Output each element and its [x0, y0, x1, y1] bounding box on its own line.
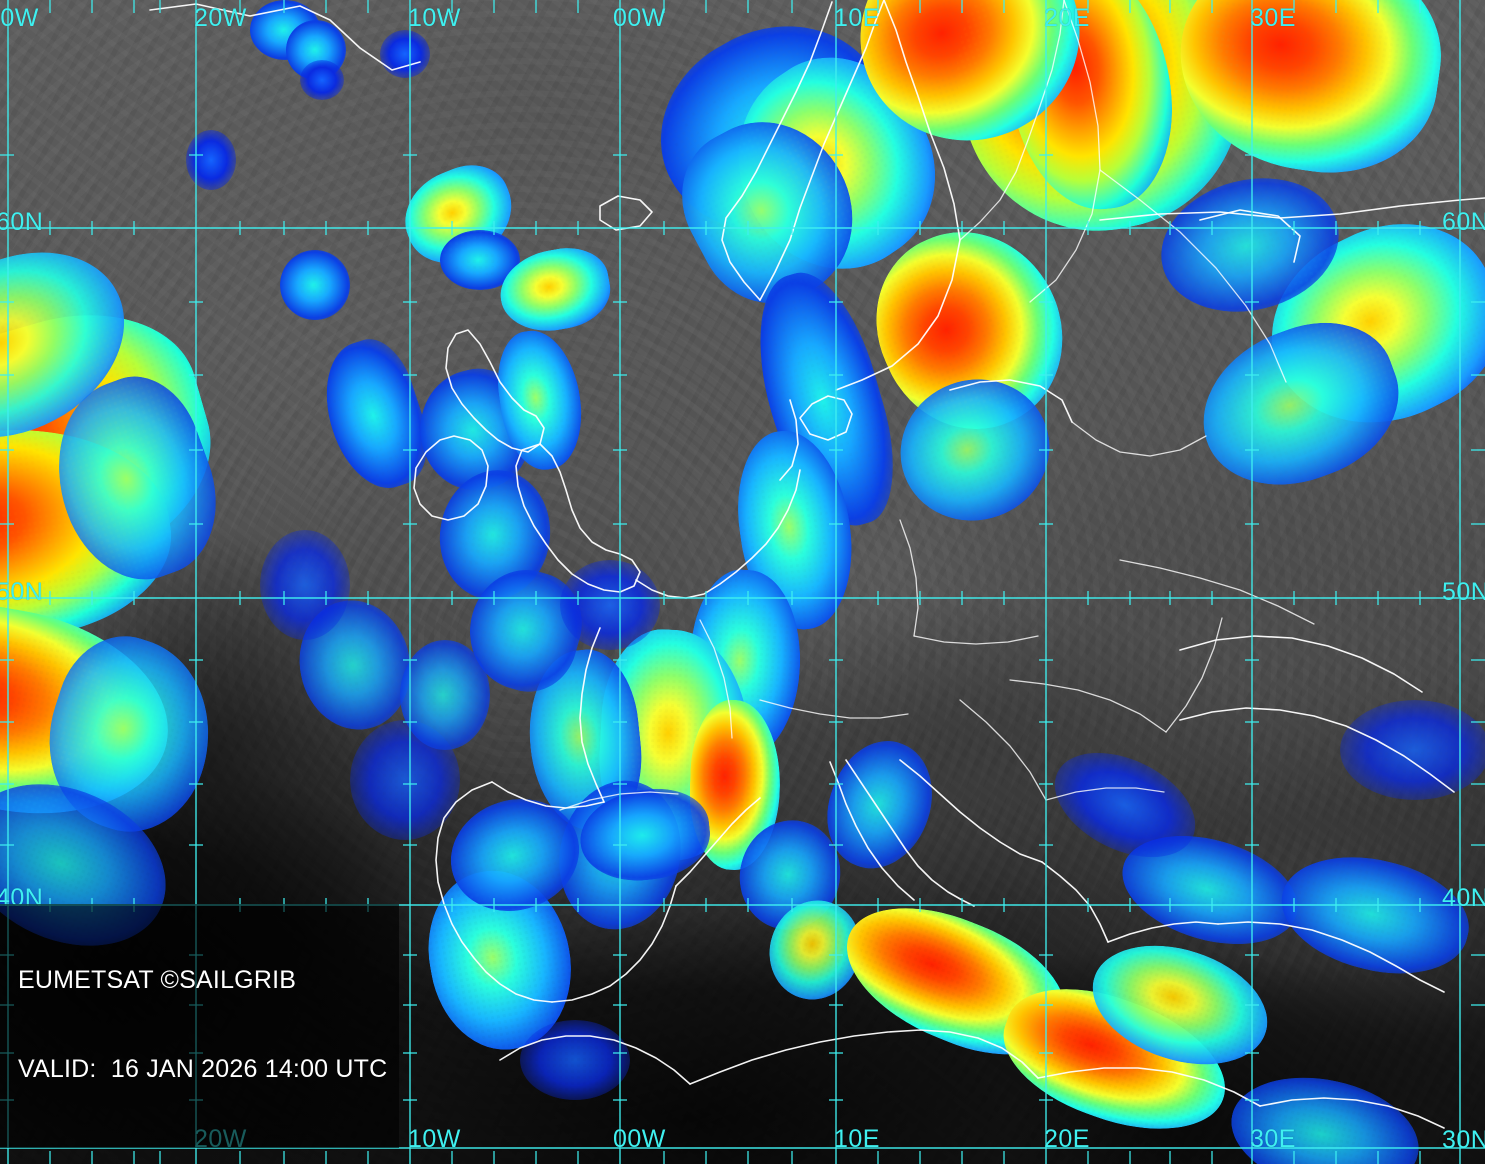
lat-label-right-50N: 50N — [1442, 578, 1485, 606]
border-france-east — [699, 619, 733, 739]
coast-western-europe — [635, 469, 801, 599]
coast-sweden-east — [835, 0, 961, 391]
border-poland-czech — [913, 635, 1039, 645]
caption-source: EUMETSAT ©SAILGRIB — [18, 966, 297, 994]
lon-label-top-30W: 30W — [0, 4, 39, 32]
border-germany-poland — [899, 519, 919, 637]
coast-turkey-south — [1217, 921, 1445, 993]
lon-label-bottom-20E: 20E — [1044, 1125, 1090, 1153]
lat-label-right-60N: 60N — [1442, 208, 1485, 236]
lon-label-top-10E: 10E — [834, 4, 880, 32]
border-baltic — [1071, 421, 1207, 457]
coast-denmark — [799, 395, 853, 441]
coast-algeria-tunisia — [689, 1029, 1039, 1085]
border-balkans-b — [1045, 787, 1165, 801]
coast-egypt — [1259, 1097, 1445, 1129]
border-romania-ukraine — [1165, 617, 1223, 733]
lon-label-top-00W: 00W — [613, 4, 666, 32]
lon-label-top-30E: 30E — [1250, 4, 1296, 32]
coast-morocco — [499, 1035, 691, 1085]
coast-norway-fjords — [721, 1, 833, 301]
coast-italy — [845, 759, 975, 907]
coast-jutland — [779, 399, 799, 481]
coast-iberia-south — [551, 885, 677, 1003]
coast-france-atlantic — [579, 627, 605, 803]
coast-biscay — [491, 781, 605, 809]
coast-greenland — [149, 3, 421, 71]
image-caption: EUMETSAT ©SAILGRIB VALID: 16 JAN 2026 14… — [0, 904, 400, 1148]
caption-valid: VALID: 16 JAN 2026 14:00 UTC — [18, 1054, 388, 1083]
lon-label-top-10W: 10W — [408, 4, 461, 32]
coast-spain-east — [675, 797, 761, 887]
coast-arctic-north — [1099, 197, 1485, 221]
lon-label-top-20E: 20E — [1044, 4, 1090, 32]
minor-lat-ticks — [0, 154, 1485, 1101]
coast-black-sea-south — [1179, 707, 1455, 793]
coast-finland — [959, 0, 1065, 241]
coast-england-wales — [515, 443, 641, 593]
border-ukraine-north — [1119, 559, 1315, 625]
coast-aegean — [1107, 921, 1219, 943]
coast-black-sea-north — [1179, 635, 1423, 693]
coast-libya — [1037, 1067, 1261, 1107]
border-hungary-romania — [1009, 679, 1167, 733]
lon-label-top-20W: 20W — [194, 4, 247, 32]
coast-italy-west — [829, 761, 915, 901]
coast-iceland — [599, 195, 653, 231]
coast-norway — [759, 0, 885, 301]
lon-label-bottom-10W: 10W — [408, 1125, 461, 1153]
lat-label-left-60N: 60N — [0, 208, 44, 236]
lat-label-right-30N: 30N — [1442, 1126, 1485, 1154]
lat-label-right-40N: 40N — [1442, 884, 1485, 912]
border-balkans-a — [959, 699, 1047, 801]
coast-iberia-north — [435, 781, 553, 1003]
coast-scotland — [445, 329, 545, 453]
coast-ireland — [413, 435, 489, 521]
border-alps — [759, 699, 909, 719]
minor-lon-ticks — [49, 0, 1421, 1164]
coast-baltic-states — [949, 379, 1073, 423]
lon-label-bottom-30E: 30E — [1250, 1125, 1296, 1153]
lon-label-bottom-00W: 00W — [613, 1125, 666, 1153]
lat-label-left-50N: 50N — [0, 578, 44, 606]
coast-adriatic-east — [899, 759, 1043, 863]
coast-greece — [1041, 861, 1109, 943]
border-russia-belarus — [1099, 169, 1287, 383]
lon-label-bottom-10E: 10E — [834, 1125, 880, 1153]
